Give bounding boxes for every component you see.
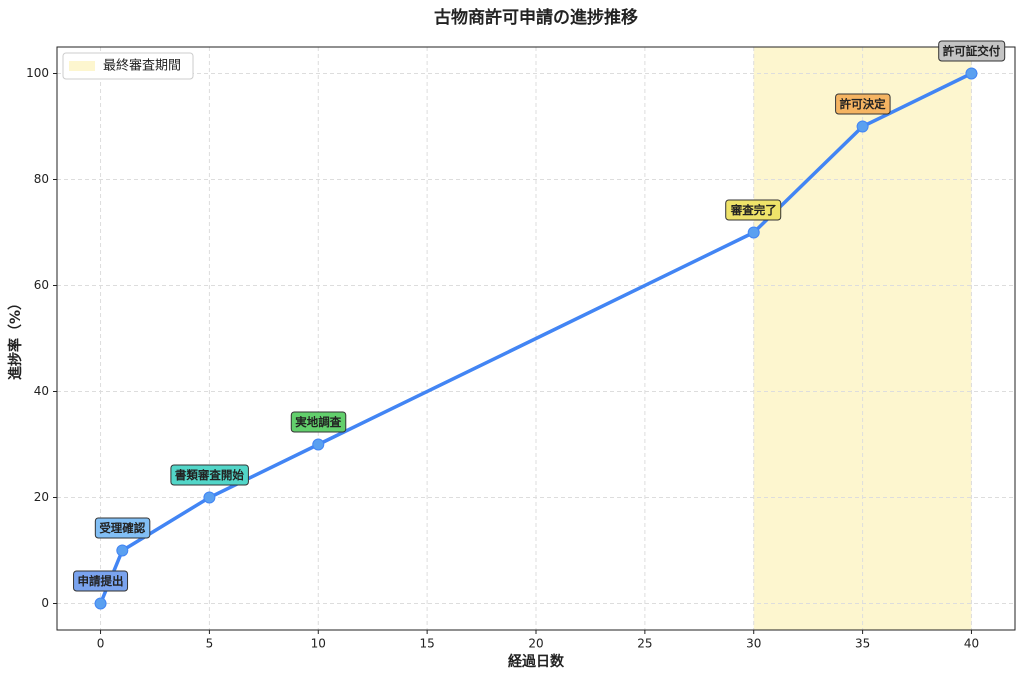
annotation-box [73, 570, 129, 592]
point-marker [203, 491, 216, 504]
y-tick-label: 40 [34, 384, 49, 398]
annotation-label: 審査完了 [730, 203, 777, 217]
x-tick-label: 20 [528, 637, 543, 651]
annotation-label: 許可証交付 [943, 44, 1001, 58]
x-tick-label: 0 [97, 637, 105, 651]
point-marker [116, 544, 129, 557]
y-tick-label: 80 [34, 172, 49, 186]
plot-frame [56, 46, 1016, 631]
point-marker [856, 120, 869, 133]
point-annotation: 受理確認 [94, 517, 151, 539]
point-annotation: 実地調査 [290, 411, 347, 433]
x-tick-label: 35 [855, 637, 870, 651]
point-marker [312, 438, 325, 451]
y-tick-label: 60 [34, 278, 49, 292]
y-tick-label: 0 [41, 596, 49, 610]
legend: 最終審査期間 [62, 52, 194, 80]
annotation-label: 書類審査開始 [175, 468, 244, 482]
point-annotation: 許可決定 [835, 93, 891, 115]
x-tick-label: 40 [964, 637, 979, 651]
legend-label: 最終審査期間 [103, 58, 181, 74]
point-annotation: 書類審査開始 [170, 464, 249, 486]
point-marker [747, 226, 760, 239]
annotation-box [938, 40, 1006, 62]
x-tick-label: 10 [311, 637, 326, 651]
annotation-box [835, 93, 891, 115]
annotation-box [94, 517, 151, 539]
y-axis-label: 進捗率（%） [7, 296, 24, 380]
x-tick-label: 15 [419, 637, 434, 651]
point-annotation: 許可証交付 [938, 40, 1006, 62]
annotation-box [725, 199, 782, 221]
annotation-label: 受理確認 [99, 521, 145, 535]
point-marker [94, 597, 107, 610]
chart-title: 古物商許可申請の進捗推移 [434, 7, 638, 28]
x-axis-label: 経過日数 [508, 653, 565, 670]
legend-box [62, 52, 194, 80]
annotation-label: 申請提出 [78, 574, 124, 588]
x-tick-label: 5 [206, 637, 214, 651]
annotation-box [170, 464, 249, 486]
annotation-label: 許可決定 [840, 97, 886, 111]
annotation-label: 実地調査 [295, 415, 341, 429]
point-marker [965, 67, 978, 80]
y-tick-label: 20 [34, 490, 49, 504]
x-tick-label: 30 [746, 637, 761, 651]
x-tick-label: 25 [637, 637, 652, 651]
legend-swatch [69, 61, 95, 71]
point-annotation: 審査完了 [725, 199, 782, 221]
y-tick-label: 100 [26, 66, 49, 80]
point-annotation: 申請提出 [73, 570, 129, 592]
annotation-box [290, 411, 347, 433]
